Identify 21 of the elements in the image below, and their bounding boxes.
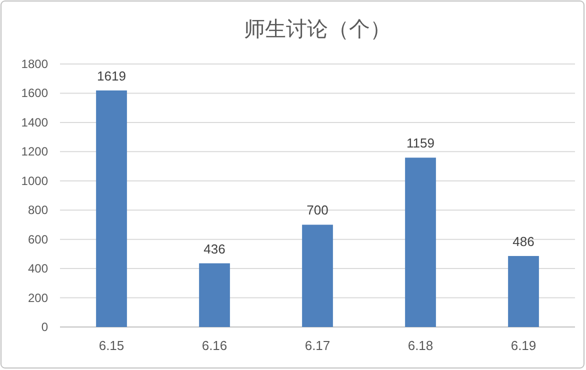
data-label: 1159 — [406, 136, 434, 151]
x-tick-label: 6.18 — [408, 338, 434, 353]
y-tick-label: 1000 — [21, 174, 48, 188]
x-tick-label: 6.15 — [98, 338, 124, 353]
x-tick-label: 6.19 — [510, 338, 536, 353]
title: 师生讨论（个） — [244, 18, 391, 41]
data-label: 486 — [512, 234, 534, 249]
y-tick-label: 800 — [28, 203, 48, 218]
data-label: 436 — [204, 241, 226, 256]
y-tick-label: 400 — [28, 262, 48, 276]
y-tick-label: 600 — [28, 232, 48, 246]
x-tick-label: 6.17 — [304, 338, 330, 353]
data-label: 700 — [306, 202, 328, 218]
data-label: 1619 — [97, 68, 126, 84]
y-tick-label: 0 — [41, 320, 48, 334]
y-tick-label: 1200 — [21, 144, 48, 159]
y-tick-label: 1400 — [21, 115, 48, 130]
y-tick-label: 200 — [28, 290, 48, 305]
y-tick-label: 1600 — [21, 86, 48, 100]
y-tick-label: 1800 — [21, 57, 48, 71]
x-tick-label: 6.16 — [202, 338, 228, 353]
